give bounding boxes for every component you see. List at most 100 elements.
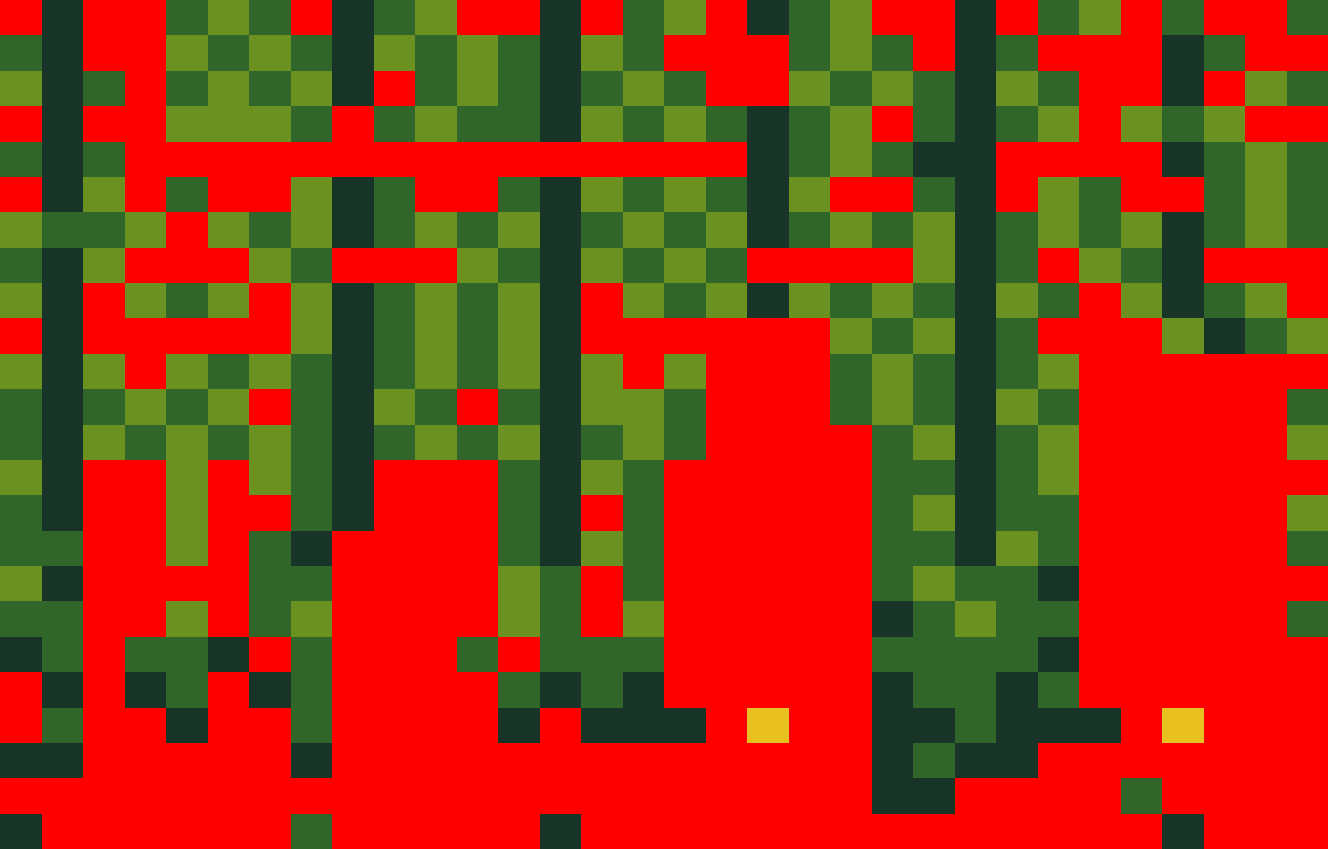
heatmap-cell	[581, 425, 623, 461]
heatmap-cell	[1287, 212, 1328, 248]
heatmap-cell	[996, 71, 1038, 107]
heatmap-cell	[1162, 248, 1204, 284]
heatmap-cell	[830, 248, 872, 284]
heatmap-cell	[913, 106, 955, 142]
heatmap-cell	[498, 248, 540, 284]
heatmap-cell	[830, 283, 872, 319]
heatmap-cell	[747, 531, 789, 567]
heatmap-cell	[1204, 814, 1246, 849]
heatmap-cell	[872, 531, 914, 567]
heatmap-cell	[1121, 814, 1163, 849]
heatmap-cell	[249, 318, 291, 354]
heatmap-cell	[83, 71, 125, 107]
heatmap-cell	[623, 0, 665, 36]
heatmap-cell	[1079, 743, 1121, 779]
heatmap-cell	[913, 778, 955, 814]
heatmap-cell	[540, 71, 582, 107]
heatmap-cell	[1162, 283, 1204, 319]
heatmap-cell	[830, 708, 872, 744]
heatmap-cell	[623, 814, 665, 849]
heatmap-cell	[0, 283, 42, 319]
heatmap-cell	[0, 35, 42, 71]
heatmap-cell	[415, 460, 457, 496]
heatmap-cell	[1245, 35, 1287, 71]
heatmap-cell	[415, 672, 457, 708]
heatmap-cell	[1121, 566, 1163, 602]
heatmap-cell	[623, 743, 665, 779]
heatmap-cell	[291, 248, 333, 284]
heatmap-cell	[1245, 248, 1287, 284]
heatmap-cell	[747, 106, 789, 142]
heatmap-cell	[623, 71, 665, 107]
heatmap-cell	[83, 425, 125, 461]
heatmap-cell	[872, 778, 914, 814]
heatmap-cell	[1245, 0, 1287, 36]
heatmap-cell	[166, 248, 208, 284]
heatmap-cell	[1121, 778, 1163, 814]
heatmap-cell	[747, 142, 789, 178]
heatmap-cell	[1038, 318, 1080, 354]
heatmap-cell	[747, 743, 789, 779]
heatmap-cell	[1245, 814, 1287, 849]
heatmap-cell	[872, 283, 914, 319]
heatmap-cell	[1287, 71, 1328, 107]
heatmap-cell	[374, 177, 416, 213]
heatmap-cell	[291, 460, 333, 496]
heatmap-cell	[457, 637, 499, 673]
heatmap-cell	[125, 212, 167, 248]
heatmap-cell	[0, 212, 42, 248]
heatmap-cell	[0, 318, 42, 354]
heatmap-cell	[1162, 0, 1204, 36]
heatmap-cell	[872, 0, 914, 36]
heatmap-cell	[581, 743, 623, 779]
heatmap-cell	[706, 637, 748, 673]
heatmap-cell	[125, 106, 167, 142]
heatmap-cell	[872, 743, 914, 779]
heatmap-cell	[540, 248, 582, 284]
heatmap-chart	[0, 0, 1328, 849]
heatmap-cell	[623, 283, 665, 319]
heatmap-cell	[1079, 566, 1121, 602]
heatmap-cell	[955, 318, 997, 354]
heatmap-cell	[1245, 389, 1287, 425]
heatmap-cell	[747, 637, 789, 673]
heatmap-cell	[83, 778, 125, 814]
heatmap-cell	[125, 142, 167, 178]
heatmap-cell	[83, 814, 125, 849]
heatmap-cell	[498, 566, 540, 602]
heatmap-cell	[872, 354, 914, 390]
heatmap-cell	[706, 601, 748, 637]
heatmap-cell	[955, 0, 997, 36]
heatmap-cell	[540, 212, 582, 248]
heatmap-cell	[830, 35, 872, 71]
heatmap-cell	[1245, 425, 1287, 461]
heatmap-cell	[332, 566, 374, 602]
heatmap-cell	[789, 814, 831, 849]
heatmap-cell	[291, 531, 333, 567]
heatmap-cell	[706, 814, 748, 849]
heatmap-cell	[125, 460, 167, 496]
heatmap-cell	[540, 672, 582, 708]
heatmap-cell	[872, 495, 914, 531]
heatmap-cell	[830, 531, 872, 567]
heatmap-cell	[457, 601, 499, 637]
heatmap-cell	[1121, 460, 1163, 496]
heatmap-cell	[955, 495, 997, 531]
heatmap-cell	[872, 814, 914, 849]
heatmap-cell	[913, 177, 955, 213]
heatmap-cell	[747, 71, 789, 107]
heatmap-cell	[166, 814, 208, 849]
heatmap-cell	[125, 566, 167, 602]
heatmap-cell	[664, 460, 706, 496]
heatmap-cell	[1121, 495, 1163, 531]
heatmap-cell	[42, 354, 84, 390]
heatmap-cell	[789, 531, 831, 567]
heatmap-cell	[996, 283, 1038, 319]
heatmap-cell	[830, 425, 872, 461]
heatmap-cell	[208, 212, 250, 248]
heatmap-cell	[125, 71, 167, 107]
heatmap-cell	[789, 495, 831, 531]
heatmap-cell	[1038, 743, 1080, 779]
heatmap-cell	[996, 106, 1038, 142]
heatmap-cell	[664, 248, 706, 284]
